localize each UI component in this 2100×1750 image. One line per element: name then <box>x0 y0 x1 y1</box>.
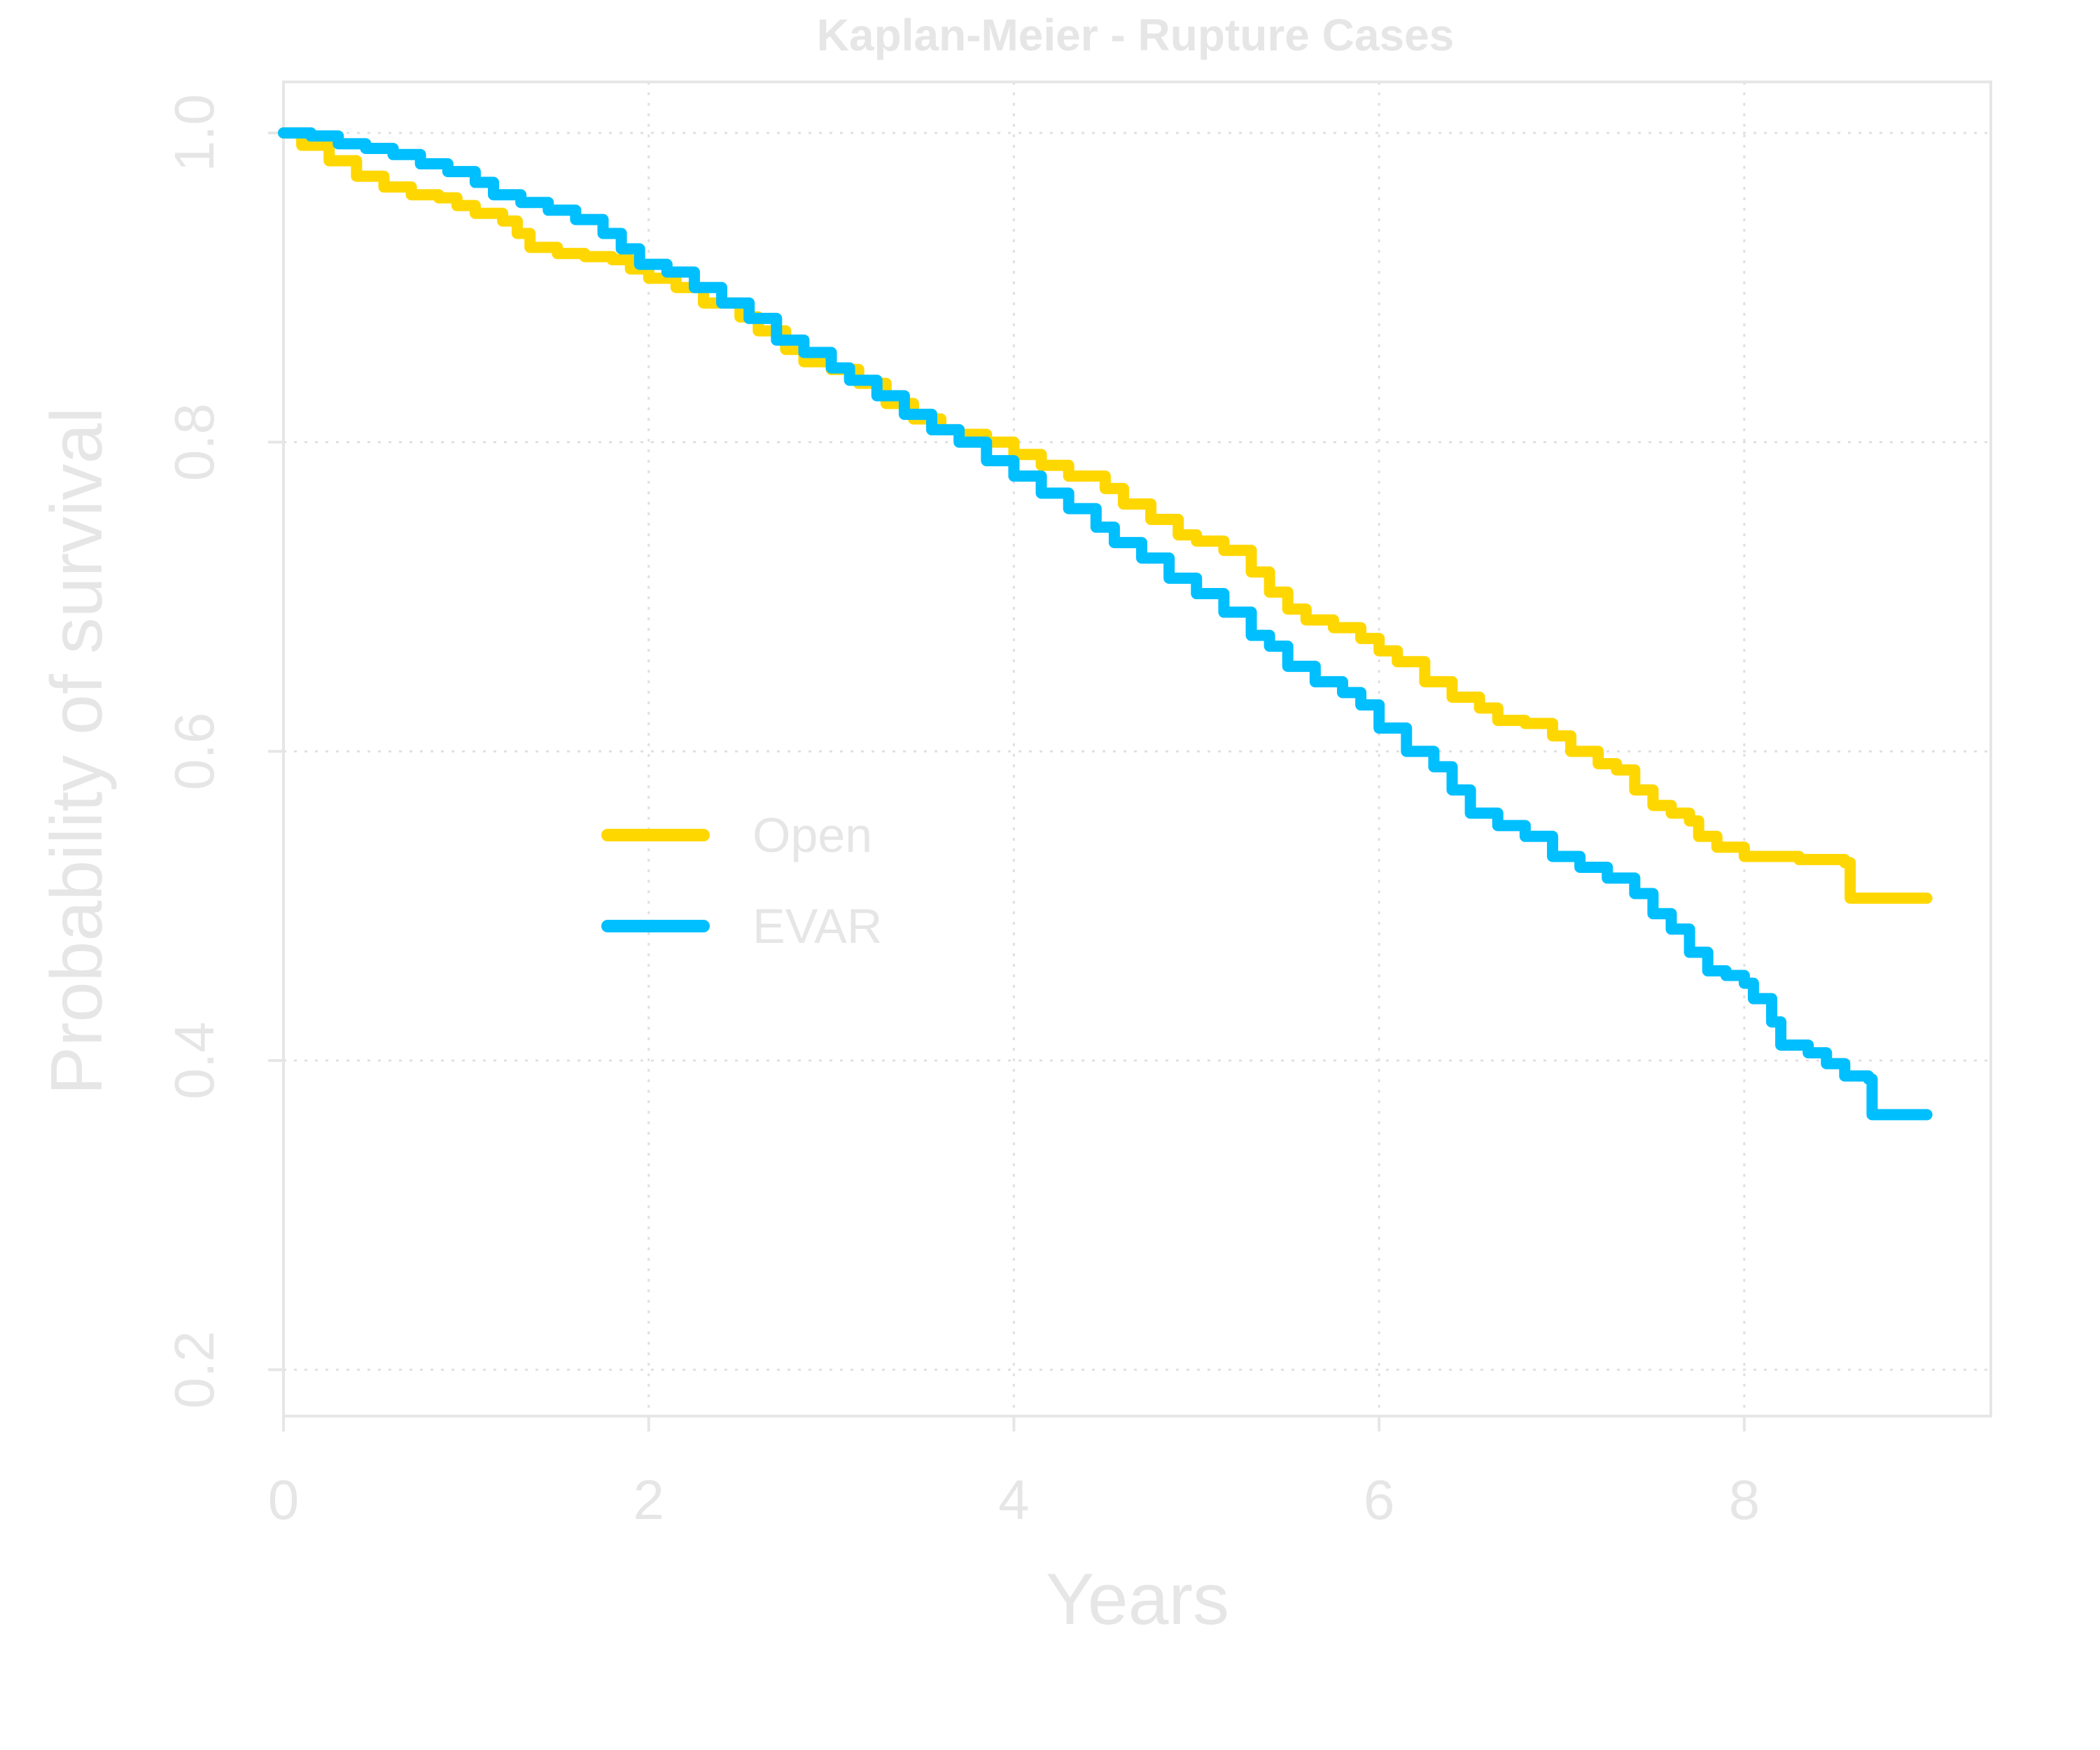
y-tick-label: 0.2 <box>163 1331 225 1408</box>
series-line-open <box>278 127 1933 904</box>
y-axis-label: Probability of survival <box>36 407 118 1096</box>
y-tick-label: 0.8 <box>163 403 225 481</box>
y-tick-label: 0.6 <box>163 713 225 790</box>
chart-title: Kaplan-Meier - Rupture Cases <box>817 10 1454 60</box>
y-tick-label: 0.4 <box>163 1021 225 1099</box>
legend-label-open: Open <box>752 808 872 862</box>
series-layer <box>278 127 1933 1121</box>
x-tick-label: 8 <box>1729 1469 1760 1531</box>
x-tick-label: 2 <box>633 1469 664 1531</box>
axis-ticks: 0 2 4 6 8 0.2 0.4 0.6 0.8 1.0 <box>163 94 1760 1531</box>
plot-frame <box>282 80 1992 1418</box>
x-tick-label: 6 <box>1364 1469 1395 1531</box>
legend-label-evar: EVAR <box>752 899 882 953</box>
x-axis-label: Years <box>1046 1559 1229 1640</box>
x-tick-label: 0 <box>268 1469 300 1531</box>
x-tick-label: 4 <box>998 1469 1030 1531</box>
series-line-evar <box>278 127 1933 1121</box>
gridlines <box>282 82 1991 1416</box>
legend: Open EVAR <box>601 808 882 953</box>
y-tick-label: 1.0 <box>163 94 225 172</box>
